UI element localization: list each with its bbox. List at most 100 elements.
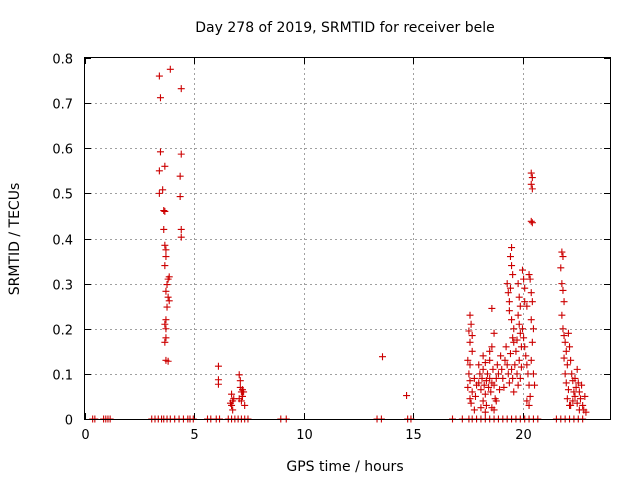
data-point [528, 338, 536, 346]
data-point [487, 388, 495, 396]
x-tick-label: 5 [190, 428, 198, 443]
data-point [465, 370, 473, 378]
data-point [525, 271, 533, 279]
data-point [492, 374, 500, 382]
data-point [466, 377, 474, 385]
data-point [564, 329, 572, 337]
data-point [508, 365, 516, 373]
data-point [573, 365, 581, 373]
data-point [468, 332, 476, 340]
data-point [506, 253, 514, 261]
data-point [468, 388, 476, 396]
data-point [176, 193, 184, 201]
data-point [496, 386, 504, 394]
data-point [519, 266, 526, 274]
data-point [560, 298, 568, 306]
data-point [529, 325, 537, 333]
data-point [500, 383, 508, 391]
data-point [575, 406, 583, 414]
data-point [177, 225, 185, 233]
data-point [521, 284, 529, 292]
data-point [176, 172, 184, 180]
chart-title: Day 278 of 2019, SRMTID for receiver bel… [195, 20, 494, 36]
data-point [464, 383, 472, 391]
data-point [571, 374, 579, 382]
data-point [505, 307, 513, 315]
data-point [481, 359, 489, 367]
data-point [155, 72, 163, 80]
data-point [519, 325, 526, 333]
data-point [578, 381, 586, 389]
data-point [161, 262, 169, 270]
data-point [229, 406, 237, 414]
data-point [562, 379, 570, 387]
data-point [479, 365, 487, 373]
data-point [575, 388, 583, 396]
data-point [516, 302, 524, 310]
data-point [528, 185, 536, 193]
data-point [517, 363, 525, 371]
data-point [155, 167, 163, 175]
y-tick-label: 0 [65, 414, 73, 429]
y-axis-label: SRMTID / TECUs [7, 183, 23, 296]
data-point [162, 246, 170, 254]
data-point [464, 356, 472, 364]
y-tick-label: 0.8 [52, 53, 73, 68]
data-point [497, 352, 505, 360]
data-point [562, 347, 570, 355]
y-tick-label: 0.4 [52, 234, 73, 249]
data-point [522, 352, 530, 360]
data-point [239, 386, 246, 394]
data-point [226, 399, 234, 407]
data-point [513, 336, 521, 344]
data-point [482, 401, 490, 409]
y-tick-label: 0.1 [52, 369, 73, 384]
data-point [156, 94, 164, 102]
data-point [526, 275, 534, 283]
data-point [514, 311, 522, 319]
data-point [161, 207, 169, 215]
axis-ticks: 0 0.1 0.2 0.3 0.4 0.5 0.6 0.7 0.8 0 5 10 15 20 [52, 53, 610, 443]
data-point [515, 320, 523, 328]
data-point [506, 350, 514, 358]
data-point [510, 325, 518, 333]
data-point [466, 338, 474, 346]
y-tick-label: 0.2 [52, 324, 73, 339]
data-point [468, 347, 476, 355]
data-point [503, 280, 511, 288]
data-point [478, 374, 486, 382]
data-point [481, 390, 489, 398]
data-point [527, 217, 535, 225]
data-point [560, 354, 568, 362]
x-axis-label: GPS time / hours [286, 459, 403, 475]
data-point [520, 275, 528, 283]
data-point [498, 365, 506, 373]
data-point [228, 390, 236, 398]
data-point [513, 370, 521, 378]
data-point [214, 362, 222, 370]
data-point [525, 401, 533, 409]
plot-frame [84, 57, 611, 420]
data-point [237, 397, 245, 405]
data-point [527, 356, 535, 364]
data-point [582, 408, 590, 416]
data-point [576, 395, 584, 403]
data-point [161, 338, 169, 346]
data-point [508, 316, 516, 324]
data-point [466, 361, 474, 369]
data-point [527, 316, 535, 324]
data-point [572, 383, 580, 391]
data-point [177, 233, 185, 241]
data-point [465, 327, 473, 335]
data-point [579, 401, 587, 409]
data-point [488, 343, 496, 351]
data-point [509, 271, 517, 279]
data-point [164, 357, 172, 365]
data-point [523, 397, 531, 405]
data-point [506, 284, 514, 292]
data-point [481, 408, 489, 416]
data-point [503, 361, 511, 369]
data-point [528, 174, 536, 182]
data-point [568, 370, 576, 378]
